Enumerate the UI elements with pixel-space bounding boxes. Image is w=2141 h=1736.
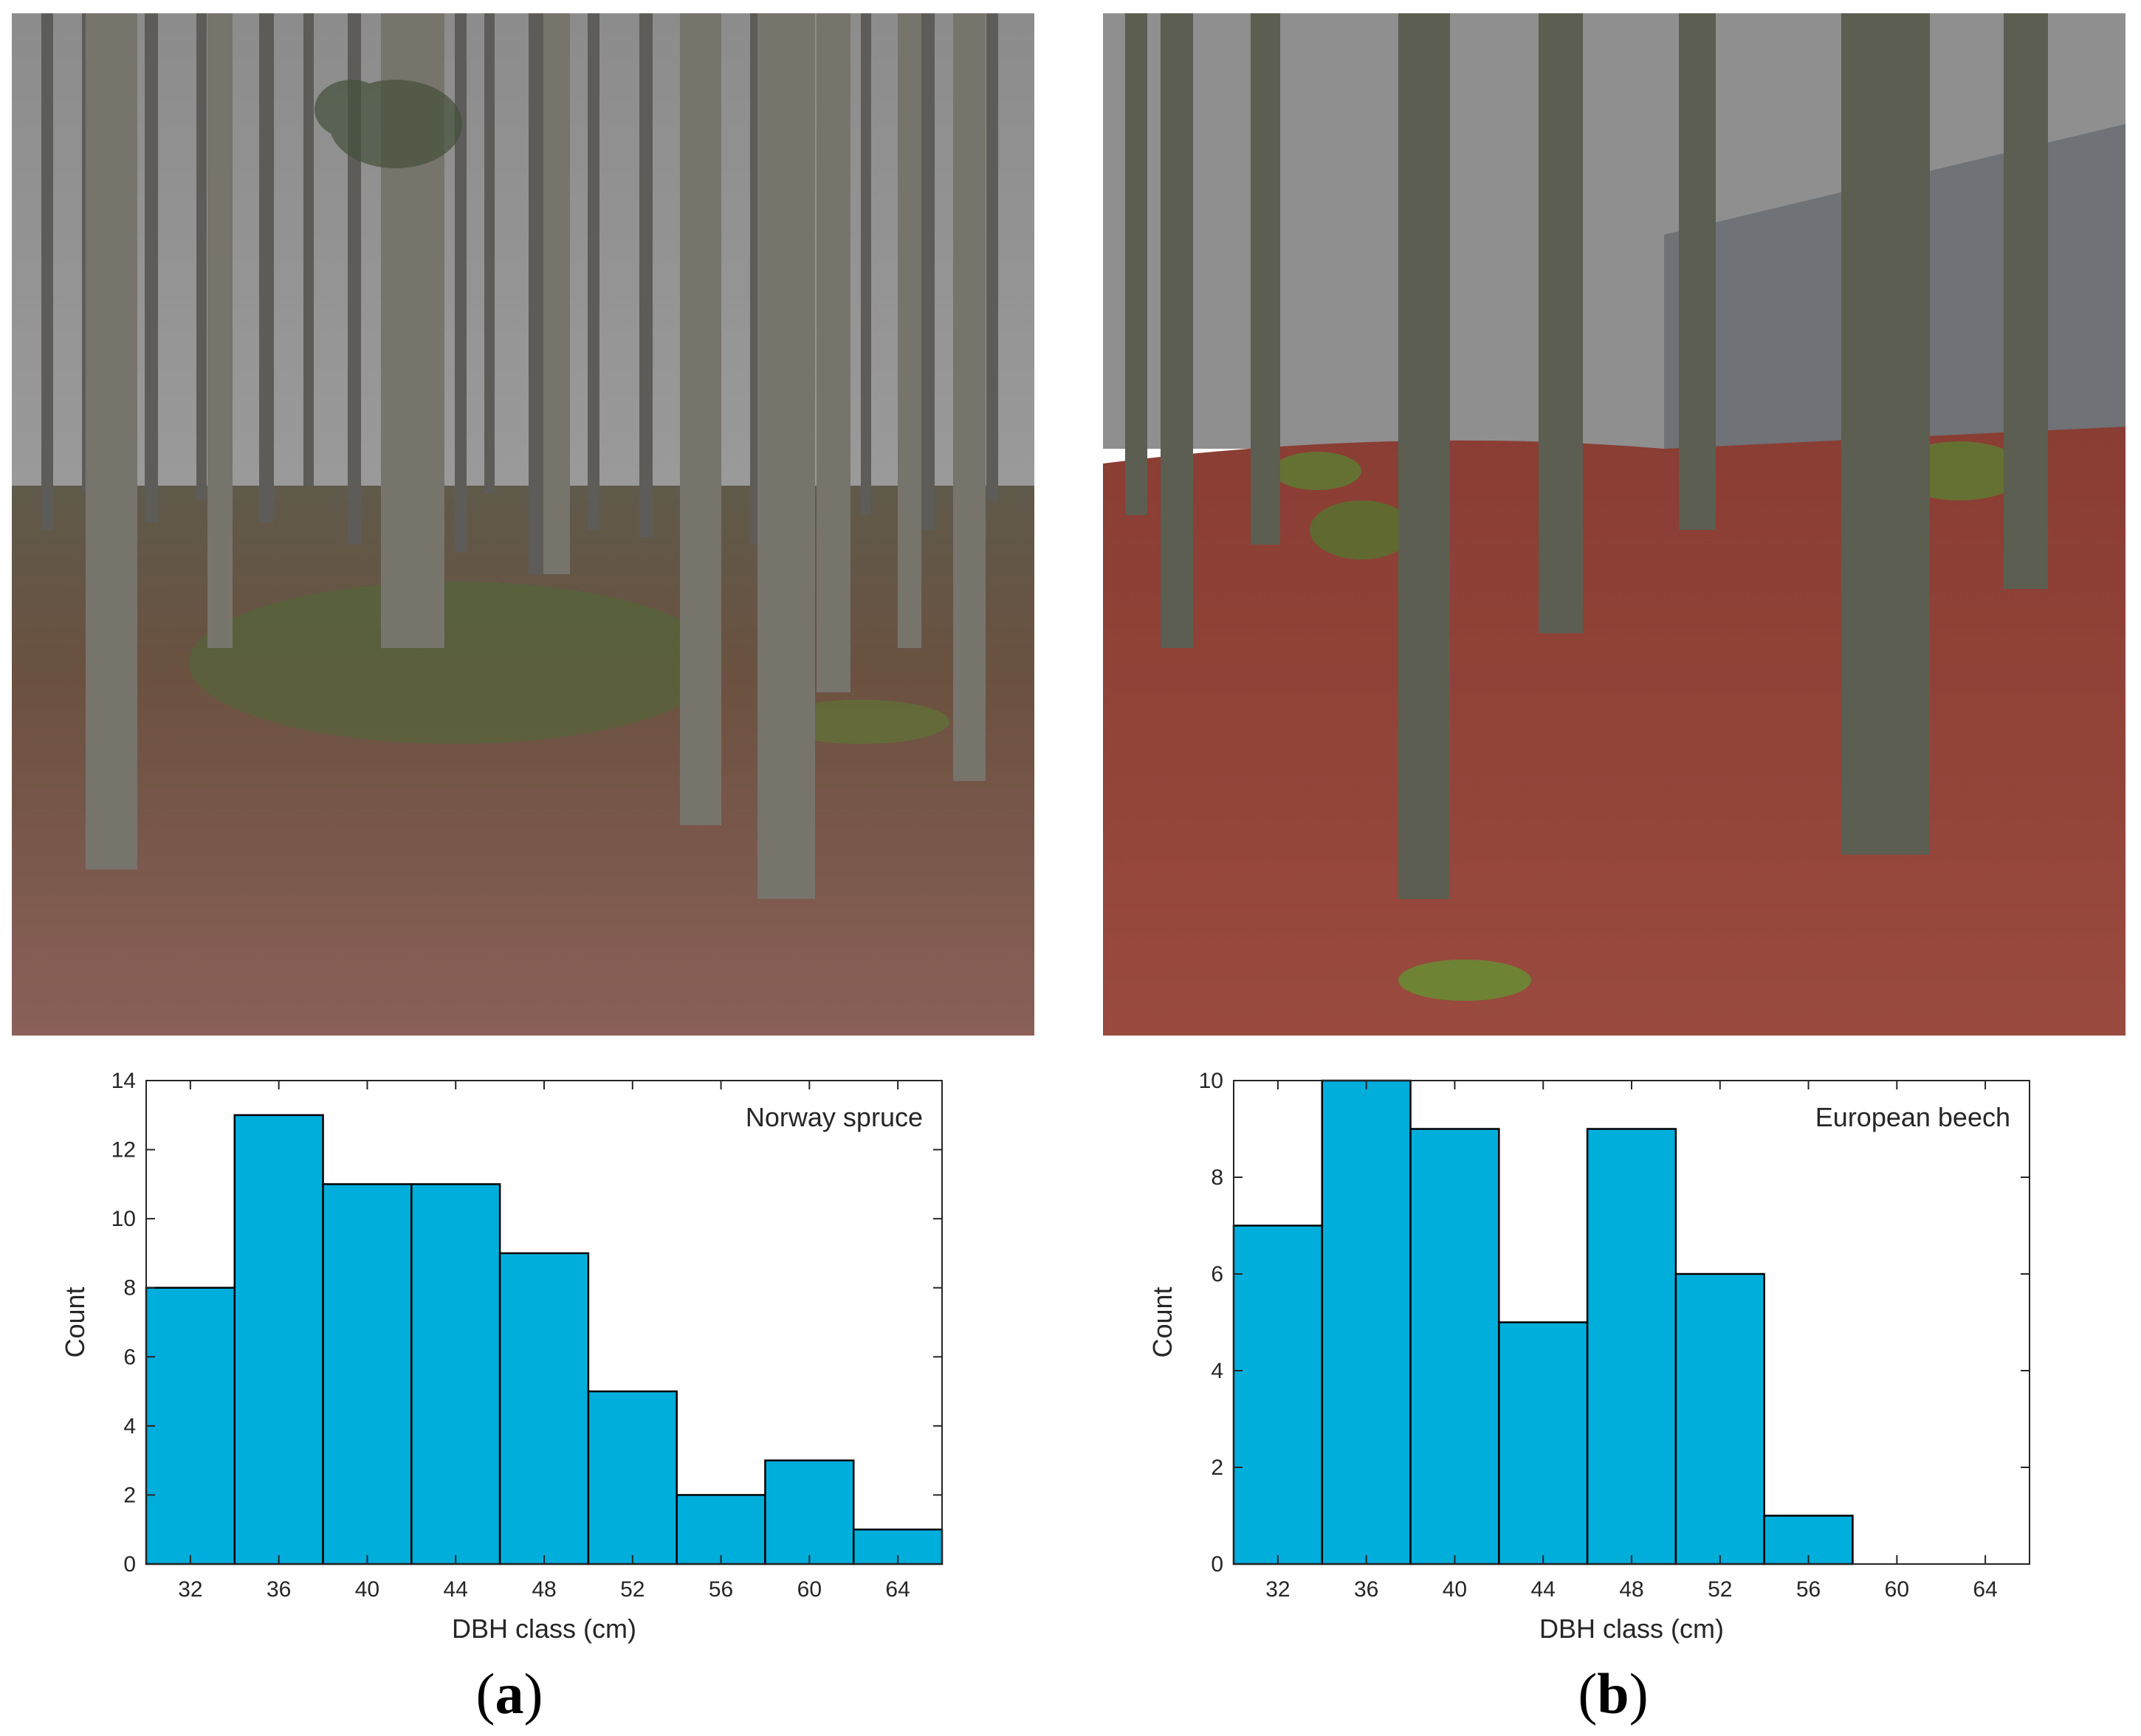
moss-patch <box>189 582 721 744</box>
x-tick-label: 48 <box>1619 1577 1643 1602</box>
canopy-foliage <box>315 80 462 168</box>
x-tick-label: 32 <box>1265 1577 1290 1602</box>
x-tick-label: 36 <box>267 1577 291 1602</box>
forest-render-european-beech <box>1103 13 2125 1036</box>
bar-36 <box>233 1114 324 1566</box>
y-tick-label: 4 <box>123 1414 136 1439</box>
histogram-a-svg: 0 2 4 6 8 10 12 14 32 36 40 44 48 52 56 60 64 DBH class (… <box>60 1069 944 1644</box>
y-tick-label: 2 <box>123 1483 136 1507</box>
x-axis-label: DBH class (cm) <box>1539 1613 1724 1644</box>
bar-52 <box>1674 1272 1765 1566</box>
forest-render-a-svg <box>12 13 1034 1036</box>
bar-48 <box>498 1252 590 1566</box>
forest-render-norway-spruce <box>12 13 1034 1036</box>
y-tick-label: 10 <box>1199 1069 1223 1093</box>
tree-trunks <box>1125 13 2048 899</box>
x-tick-label: 48 <box>532 1577 556 1602</box>
bar-40 <box>322 1183 413 1566</box>
x-tick-label: 60 <box>797 1577 822 1602</box>
y-tick-label: 14 <box>111 1069 136 1093</box>
mossy-rock <box>1310 500 1413 559</box>
y-tick-label: 12 <box>111 1138 136 1162</box>
bar-44 <box>1498 1321 1589 1566</box>
y-tick-label: 10 <box>111 1207 136 1231</box>
x-tick-label: 64 <box>1973 1577 1997 1602</box>
x-tick-label: 56 <box>1796 1577 1821 1602</box>
bar-36 <box>1321 1079 1412 1566</box>
moss-patch <box>772 700 949 744</box>
forest-render-b-svg <box>1103 13 2125 1036</box>
y-tick-label: 0 <box>123 1552 136 1577</box>
bar-48 <box>1586 1128 1677 1566</box>
x-tick-label: 36 <box>1354 1577 1378 1602</box>
legend-entry: European beech <box>1815 1102 2010 1132</box>
x-tick-label: 60 <box>1885 1577 1909 1602</box>
bar-60 <box>764 1459 855 1566</box>
mossy-rock <box>1398 960 1531 1001</box>
histogram-b-svg: 0 2 4 6 8 10 32 36 40 44 48 52 56 60 64 DBH class (cm) C… <box>1147 1069 2030 1644</box>
y-axis-label: Count <box>1147 1286 1178 1357</box>
y-tick-label: 4 <box>1211 1359 1223 1383</box>
y-tick-label: 8 <box>1211 1165 1223 1190</box>
x-tick-label: 32 <box>178 1577 202 1602</box>
bar-56 <box>676 1494 766 1566</box>
y-tick-label: 6 <box>1211 1262 1223 1286</box>
x-tick-label: 52 <box>1708 1577 1732 1602</box>
y-tick-label: 8 <box>123 1276 136 1301</box>
bar-52 <box>587 1390 678 1566</box>
y-tick-label: 6 <box>123 1345 136 1369</box>
x-tick-label: 52 <box>620 1577 645 1602</box>
histogram-b: 0 2 4 6 8 10 32 36 40 44 48 52 56 60 64 DBH class (cm) C… <box>1085 1063 2119 1657</box>
bar-32 <box>1232 1224 1324 1566</box>
panel-label-b: (b) <box>1578 1661 1649 1726</box>
forest-floor <box>12 486 1034 1036</box>
x-tick-label: 40 <box>1443 1577 1467 1602</box>
panel-label-a: (a) <box>475 1661 543 1726</box>
sky-area <box>12 13 1034 486</box>
x-tick-label: 44 <box>1531 1577 1556 1602</box>
histogram-a: 0 2 4 6 8 10 12 14 32 36 40 44 48 52 56 60 64 DBH class (… <box>0 1063 1034 1657</box>
x-tick-label: 44 <box>444 1577 468 1602</box>
x-tick-label: 64 <box>885 1577 910 1602</box>
bar-44 <box>410 1183 501 1566</box>
x-axis-label: DBH class (cm) <box>452 1613 636 1644</box>
y-tick-label: 2 <box>1211 1456 1223 1480</box>
bar-32 <box>145 1286 236 1566</box>
mossy-rock <box>1273 452 1361 490</box>
x-tick-label: 56 <box>709 1577 733 1602</box>
x-tick-label: 40 <box>355 1577 379 1602</box>
bar-40 <box>1409 1128 1500 1566</box>
y-tick-label: 0 <box>1211 1552 1223 1577</box>
legend-entry: Norway spruce <box>746 1102 923 1132</box>
y-axis-label: Count <box>60 1286 90 1357</box>
